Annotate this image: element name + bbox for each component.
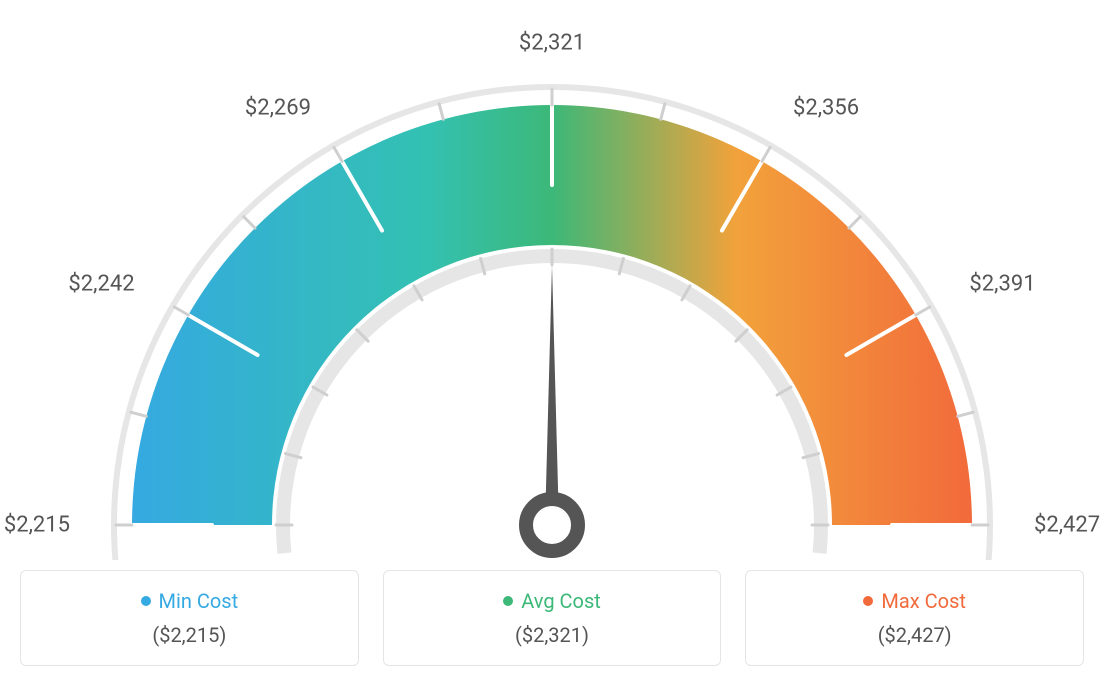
gauge-tick-label: $2,215 <box>4 513 70 538</box>
gauge-tick-label: $2,242 <box>68 272 134 297</box>
legend-card-max: Max Cost ($2,427) <box>745 570 1084 666</box>
legend-title-min: Min Cost <box>41 589 338 613</box>
gauge-area: $2,215$2,242$2,269$2,321$2,356$2,391$2,4… <box>20 20 1084 560</box>
dot-icon-min <box>141 596 151 606</box>
cost-gauge-widget: $2,215$2,242$2,269$2,321$2,356$2,391$2,4… <box>20 20 1084 666</box>
gauge-tick-label: $2,391 <box>969 272 1035 297</box>
gauge-tick-label: $2,269 <box>245 95 311 120</box>
legend-label-min: Min Cost <box>159 589 239 613</box>
legend-row: Min Cost ($2,215) Avg Cost ($2,321) Max … <box>20 570 1084 666</box>
legend-label-avg: Avg Cost <box>521 589 601 613</box>
gauge-tick-label: $2,427 <box>1034 513 1100 538</box>
dot-icon-avg <box>503 596 513 606</box>
legend-card-avg: Avg Cost ($2,321) <box>383 570 722 666</box>
legend-value-max: ($2,427) <box>766 623 1063 647</box>
legend-title-avg: Avg Cost <box>404 589 701 613</box>
gauge-tick-label: $2,321 <box>519 31 585 56</box>
dot-icon-max <box>863 596 873 606</box>
legend-title-max: Max Cost <box>766 589 1063 613</box>
legend-value-avg: ($2,321) <box>404 623 701 647</box>
legend-card-min: Min Cost ($2,215) <box>20 570 359 666</box>
gauge-svg <box>20 20 1084 560</box>
legend-label-max: Max Cost <box>881 589 966 613</box>
gauge-tick-label: $2,356 <box>793 95 859 120</box>
legend-value-min: ($2,215) <box>41 623 338 647</box>
